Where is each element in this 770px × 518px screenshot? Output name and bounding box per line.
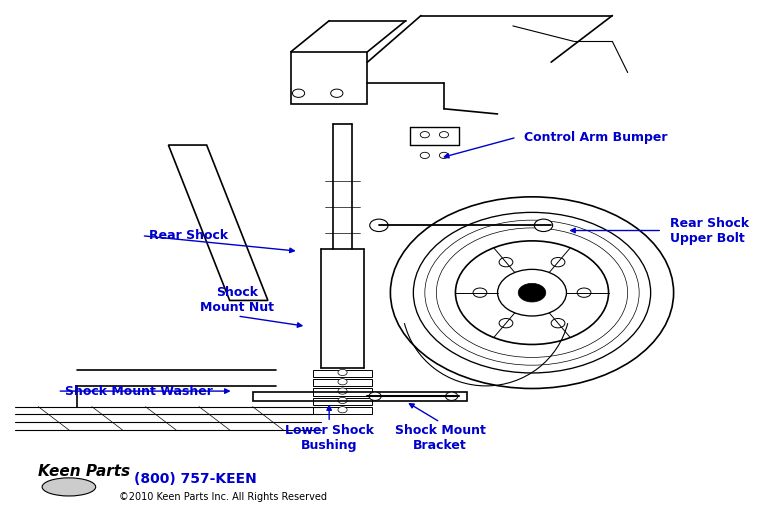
Text: Shock
Mount Nut: Shock Mount Nut — [200, 286, 274, 314]
Text: Lower Shock
Bushing: Lower Shock Bushing — [285, 424, 373, 452]
Text: Shock Mount
Bracket: Shock Mount Bracket — [395, 424, 486, 452]
Circle shape — [338, 379, 347, 385]
Circle shape — [420, 152, 430, 159]
Circle shape — [369, 392, 381, 400]
Circle shape — [338, 397, 347, 404]
Circle shape — [446, 392, 457, 400]
Text: (800) 757-KEEN: (800) 757-KEEN — [134, 472, 256, 486]
Circle shape — [370, 219, 388, 232]
Bar — [313, 370, 372, 377]
Circle shape — [518, 283, 546, 302]
Text: Shock Mount Washer: Shock Mount Washer — [65, 384, 213, 398]
Text: Keen Parts: Keen Parts — [38, 464, 130, 479]
Circle shape — [338, 369, 347, 376]
Circle shape — [534, 219, 553, 232]
Text: ©2010 Keen Parts Inc. All Rights Reserved: ©2010 Keen Parts Inc. All Rights Reserve… — [119, 492, 326, 502]
Circle shape — [293, 89, 305, 97]
Text: Rear Shock
Upper Bolt: Rear Shock Upper Bolt — [670, 217, 749, 244]
Bar — [313, 407, 372, 414]
Text: Control Arm Bumper: Control Arm Bumper — [524, 131, 668, 144]
Circle shape — [338, 388, 347, 394]
Circle shape — [420, 132, 430, 138]
Bar — [291, 52, 367, 104]
Bar — [253, 392, 467, 401]
Text: Rear Shock: Rear Shock — [149, 229, 229, 242]
Circle shape — [338, 407, 347, 413]
Ellipse shape — [42, 478, 95, 496]
Bar — [313, 388, 372, 396]
Bar — [313, 379, 372, 386]
Circle shape — [440, 152, 449, 159]
Circle shape — [440, 132, 449, 138]
Circle shape — [330, 89, 343, 97]
Bar — [313, 398, 372, 405]
